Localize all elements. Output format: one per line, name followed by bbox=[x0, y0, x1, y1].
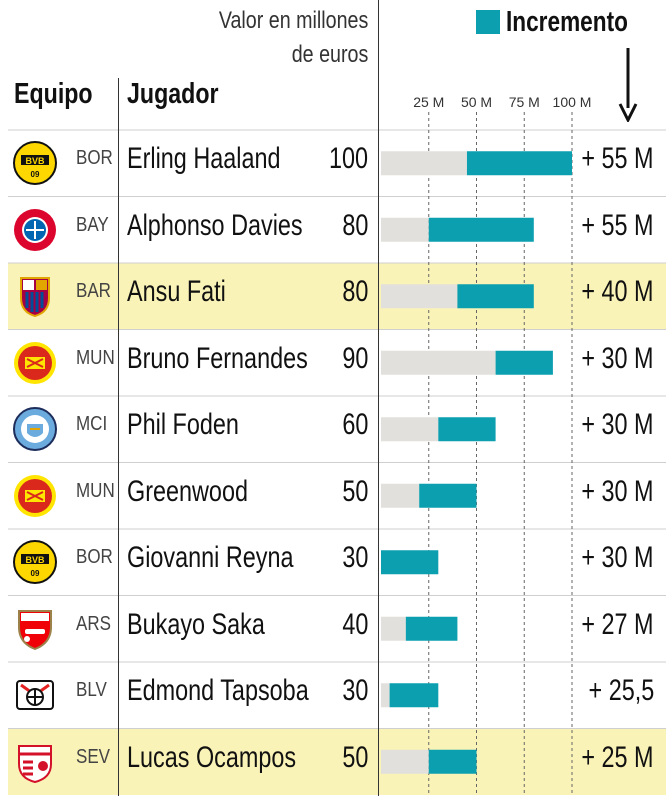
bar-previous bbox=[381, 217, 429, 242]
team-abbr: MCI bbox=[76, 413, 108, 435]
team-abbr: BOR bbox=[76, 546, 113, 568]
table-row: BOR Giovanni Reyna 30 + 30 M bbox=[8, 529, 666, 595]
bar-increment bbox=[381, 550, 439, 575]
bar-increment bbox=[457, 284, 534, 309]
value-header-line2: de euros bbox=[291, 41, 368, 68]
bar-previous bbox=[381, 350, 496, 375]
column-header-team: Equipo bbox=[14, 78, 93, 110]
team-abbr: ARS bbox=[76, 612, 111, 635]
legend-swatch-increment bbox=[476, 10, 500, 34]
legend-label: Incremento bbox=[506, 5, 628, 38]
table-row: BAR Ansu Fati 80 + 40 M bbox=[8, 263, 666, 329]
player-value: 80 bbox=[341, 275, 368, 308]
player-name: Ansu Fati bbox=[127, 275, 226, 308]
increment-label: + 30 M bbox=[581, 474, 654, 508]
player-value: 60 bbox=[341, 408, 368, 441]
team-abbr: SEV bbox=[76, 745, 111, 768]
player-name: Edmond Tapsoba bbox=[127, 674, 309, 707]
player-value: 50 bbox=[341, 474, 368, 508]
player-name: Giovanni Reyna bbox=[127, 541, 294, 574]
bar-previous bbox=[381, 683, 390, 708]
bar-increment bbox=[405, 616, 458, 641]
value-axis-header: Valor en millones de euros bbox=[219, 4, 368, 72]
team-abbr: MUN bbox=[76, 346, 115, 369]
team-abbr: BAR bbox=[76, 280, 111, 302]
player-value: 50 bbox=[341, 740, 368, 774]
bar-increment bbox=[389, 683, 439, 708]
player-value: 40 bbox=[341, 607, 368, 641]
player-value: 30 bbox=[341, 541, 368, 574]
bar-previous bbox=[381, 616, 406, 641]
tick-label: 25 M bbox=[413, 94, 444, 110]
table-row: ARS Bukayo Saka 40 + 27 M bbox=[8, 596, 666, 662]
tick-label: 100 M bbox=[553, 94, 592, 110]
value-header-line1: Valor en millones bbox=[218, 7, 368, 34]
bar-increment bbox=[438, 417, 496, 442]
column-header-player: Jugador bbox=[127, 78, 219, 110]
bar-increment bbox=[419, 483, 477, 508]
table-row: SEV Lucas Ocampos 50 + 25 M bbox=[8, 728, 666, 795]
table-row: MUN Bruno Fernandes 90 + 30 M bbox=[8, 330, 666, 396]
player-name: Alphonso Davies bbox=[127, 208, 303, 242]
increment-label: + 30 M bbox=[581, 341, 654, 375]
player-name: Lucas Ocampos bbox=[127, 740, 297, 774]
increment-label: + 55 M bbox=[581, 208, 654, 242]
player-value: 90 bbox=[341, 341, 368, 375]
increment-label: + 25,5 bbox=[588, 674, 654, 707]
tick-label: 50 M bbox=[461, 94, 492, 110]
bar-increment bbox=[428, 749, 477, 774]
bar-increment bbox=[495, 350, 553, 375]
player-name: Bukayo Saka bbox=[127, 607, 265, 641]
bar-increment bbox=[428, 217, 534, 242]
team-abbr: BLV bbox=[76, 679, 107, 701]
bar-previous bbox=[381, 417, 439, 442]
player-value: 30 bbox=[341, 674, 368, 707]
team-abbr: MUN bbox=[76, 479, 115, 502]
player-value: 100 bbox=[328, 142, 368, 175]
player-name: Phil Foden bbox=[127, 408, 239, 441]
player-value: 80 bbox=[341, 208, 368, 242]
tick-label: 75 M bbox=[509, 94, 540, 110]
increment-label: + 55 M bbox=[581, 142, 654, 175]
increment-label: + 27 M bbox=[581, 607, 654, 641]
bar-previous bbox=[381, 284, 458, 309]
player-name: Erling Haaland bbox=[127, 142, 281, 175]
increment-label: + 30 M bbox=[581, 541, 654, 574]
legend: Incremento bbox=[476, 4, 662, 40]
team-abbr: BOR bbox=[76, 147, 113, 169]
bar-previous bbox=[381, 749, 429, 774]
chart-left-divider bbox=[378, 0, 379, 796]
bar-increment bbox=[466, 151, 572, 176]
table-row: MCI Phil Foden 60 + 30 M bbox=[8, 396, 666, 462]
table-row: BLV Edmond Tapsoba 30 + 25,5 bbox=[8, 662, 666, 728]
increment-label: + 25 M bbox=[581, 740, 654, 774]
table-row: BOR Erling Haaland 100 + 55 M bbox=[8, 130, 666, 196]
team-player-divider bbox=[118, 78, 119, 796]
increment-label: + 40 M bbox=[581, 275, 654, 308]
sort-arrow-icon bbox=[618, 48, 638, 122]
team-abbr: BAY bbox=[76, 213, 109, 236]
table-row: BAY Alphonso Davies 80 + 55 M bbox=[8, 197, 666, 263]
player-name: Bruno Fernandes bbox=[127, 341, 308, 375]
bar-previous bbox=[381, 151, 467, 176]
increment-label: + 30 M bbox=[581, 408, 654, 441]
table-row: MUN Greenwood 50 + 30 M bbox=[8, 463, 666, 529]
player-name: Greenwood bbox=[127, 474, 248, 508]
bar-previous bbox=[381, 483, 420, 508]
